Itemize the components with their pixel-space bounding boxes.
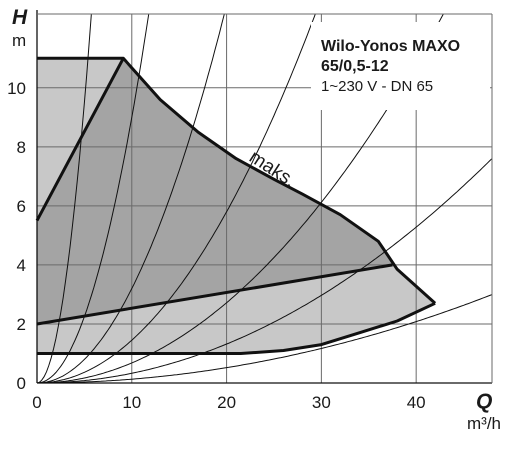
performance-lines: [35, 56, 437, 355]
x-tick-label: 30: [312, 393, 331, 412]
x-tick-labels: 0 10 20 30 40: [32, 393, 425, 412]
y-tick-label: 0: [17, 374, 26, 393]
x-tick-label: 40: [407, 393, 426, 412]
left-rising-line: [35, 57, 125, 222]
system-curve: [37, 14, 92, 383]
title-line-3: 1~230 V - DN 65: [321, 78, 433, 95]
title-line-2: 65/0,5-12: [321, 58, 389, 75]
y-tick-labels: 0 2 4 6 8 10: [7, 79, 26, 393]
system-curve: [37, 294, 492, 383]
system-curve: [37, 158, 492, 383]
y-tick-label: 8: [17, 138, 26, 157]
y-axis-symbol: H: [12, 6, 28, 29]
system-curve: [37, 14, 150, 383]
max-curve: [37, 56, 437, 305]
x-tick-label: 0: [32, 393, 41, 412]
proportional-line: [36, 263, 393, 326]
title-box: [311, 22, 490, 110]
x-tick-label: 10: [122, 393, 141, 412]
min-lower-curve: [37, 301, 436, 355]
grid-lines: [37, 14, 492, 383]
x-tick-label: 20: [217, 393, 236, 412]
x-axis-unit: m³/h: [467, 414, 501, 433]
dark-operating-area: [37, 58, 393, 325]
y-tick-label: 4: [17, 256, 26, 275]
x-axis-symbol: Q: [476, 390, 492, 413]
system-curve: [37, 14, 225, 383]
system-curve: [37, 14, 316, 383]
y-axis-unit: m: [12, 31, 26, 50]
title-line-1: Wilo-Yonos MAXO: [321, 38, 460, 55]
y-tick-label: 10: [7, 79, 26, 98]
y-tick-label: 2: [17, 315, 26, 334]
y-tick-label: 6: [17, 197, 26, 216]
axes: [36, 10, 493, 384]
